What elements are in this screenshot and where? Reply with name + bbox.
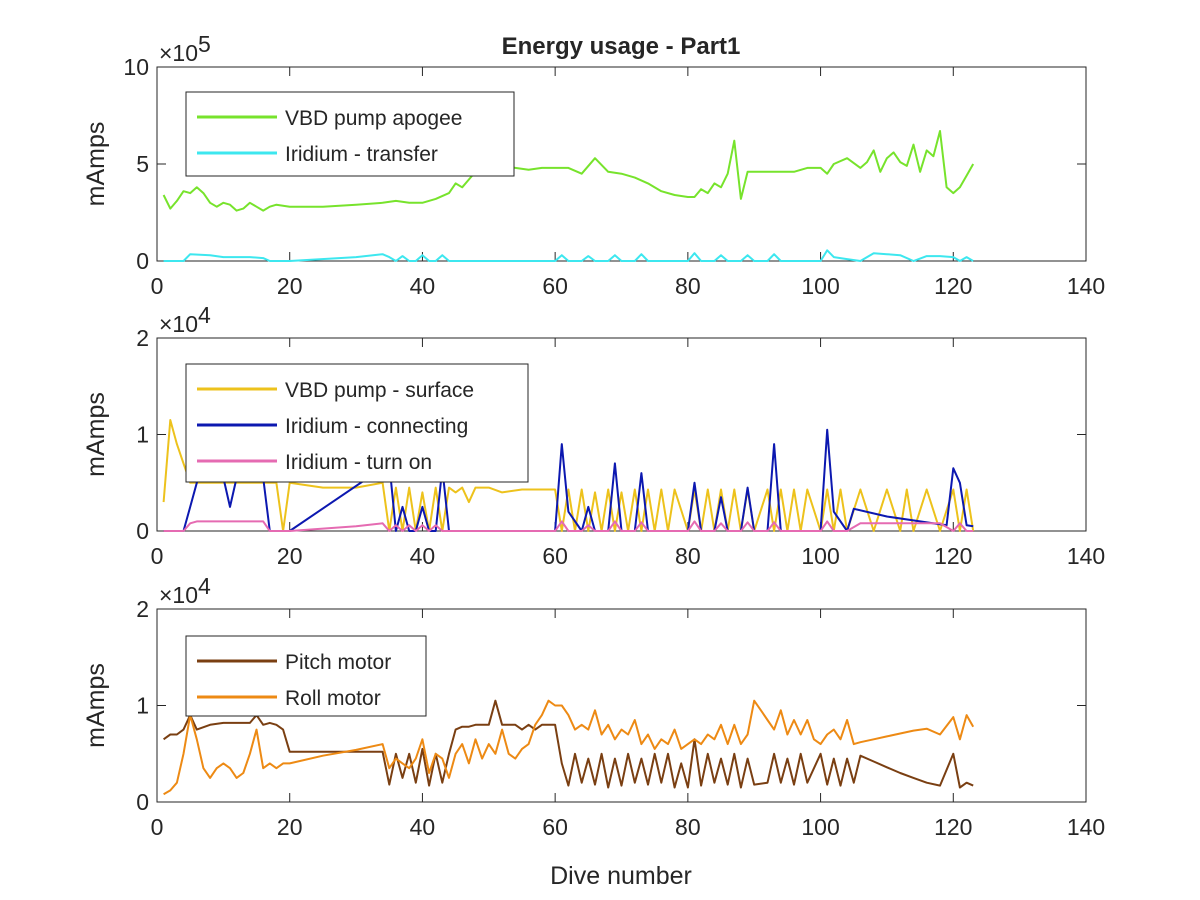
- chart-title: Energy usage - Part1: [502, 33, 741, 60]
- x-tick-label: 100: [801, 814, 839, 840]
- subplot-2: 0 20 40 60 80 100 120 140 0 1 2 ×104 mAmps VBD pump -…: [82, 302, 1105, 569]
- x-tick-label: 0: [151, 814, 164, 840]
- legend: Pitch motor Roll motor: [185, 635, 427, 717]
- x-tick-label: 40: [410, 814, 436, 840]
- legend: VBD pump - surface Iridium - connecting Ir…: [185, 363, 529, 483]
- x-tick-label: 20: [277, 273, 303, 299]
- x-tick-label: 140: [1067, 273, 1105, 299]
- series-line-roll-motor: [163, 699, 975, 796]
- y-axis-label: mAmps: [82, 122, 110, 207]
- legend-entry: Iridium - transfer: [285, 143, 438, 166]
- y-axis-label: mAmps: [82, 392, 110, 477]
- series-line-iridium-transfer: [163, 249, 974, 262]
- series-line-iridium-turn-on: [163, 520, 974, 532]
- y-tick-label: 0: [136, 789, 149, 815]
- y-tick-label: 2: [136, 596, 149, 622]
- x-tick-label: 20: [277, 814, 303, 840]
- y-tick-label: 1: [136, 693, 149, 719]
- legend-entry: Roll motor: [285, 687, 381, 710]
- y-axis-label: mAmps: [82, 663, 110, 748]
- legend-entry: VBD pump - surface: [285, 379, 474, 402]
- y-tick-label: 0: [136, 248, 149, 274]
- x-tick-label: 60: [542, 814, 568, 840]
- x-axis-label: Dive number: [550, 862, 692, 890]
- x-tick-label: 80: [675, 273, 701, 299]
- x-tick-label: 0: [151, 543, 164, 569]
- y-tick-label: 5: [136, 151, 149, 177]
- legend-entry: Iridium - connecting: [285, 415, 468, 438]
- x-tick-label: 100: [801, 273, 839, 299]
- legend-entry: Iridium - turn on: [285, 451, 432, 474]
- x-tick-label: 140: [1067, 814, 1105, 840]
- y-exponent-label: ×105: [159, 31, 211, 66]
- subplot-3: 0 20 40 60 80 100 120 140 0 1 2 ×104 mAmps Pitch moto…: [82, 573, 1105, 840]
- legend: VBD pump apogee Iridium - transfer: [185, 91, 515, 177]
- y-exponent-label: ×104: [159, 573, 211, 608]
- x-tick-label: 120: [934, 543, 972, 569]
- y-tick-label: 10: [123, 54, 149, 80]
- legend-entry: VBD pump apogee: [285, 107, 462, 130]
- x-tick-label: 140: [1067, 543, 1105, 569]
- x-tick-label: 20: [277, 543, 303, 569]
- x-tick-label: 0: [151, 273, 164, 299]
- legend-box: [185, 91, 515, 177]
- x-tick-label: 60: [542, 273, 568, 299]
- y-exponent-label: ×104: [159, 302, 211, 337]
- x-tick-label: 100: [801, 543, 839, 569]
- series-line-pitch-motor: [163, 699, 974, 789]
- x-tick-label: 120: [934, 273, 972, 299]
- x-tick-label: 60: [542, 543, 568, 569]
- x-tick-label: 80: [675, 814, 701, 840]
- x-tick-label: 80: [675, 543, 701, 569]
- series-line-vbd-pump-apogee: [162, 130, 975, 212]
- y-tick-label: 0: [136, 518, 149, 544]
- y-tick-label: 2: [136, 325, 149, 351]
- x-tick-label: 40: [410, 543, 436, 569]
- legend-box: [185, 635, 427, 717]
- subplot-1: 0 20 40 60 80 100 120 140 0 5 10 ×105 mAmps VBD pump …: [82, 31, 1105, 299]
- x-tick-label: 120: [934, 814, 972, 840]
- legend-entry: Pitch motor: [285, 651, 391, 674]
- series-line-vbd-pump-surface: [162, 419, 975, 532]
- x-tick-label: 40: [410, 273, 436, 299]
- y-tick-label: 1: [136, 422, 149, 448]
